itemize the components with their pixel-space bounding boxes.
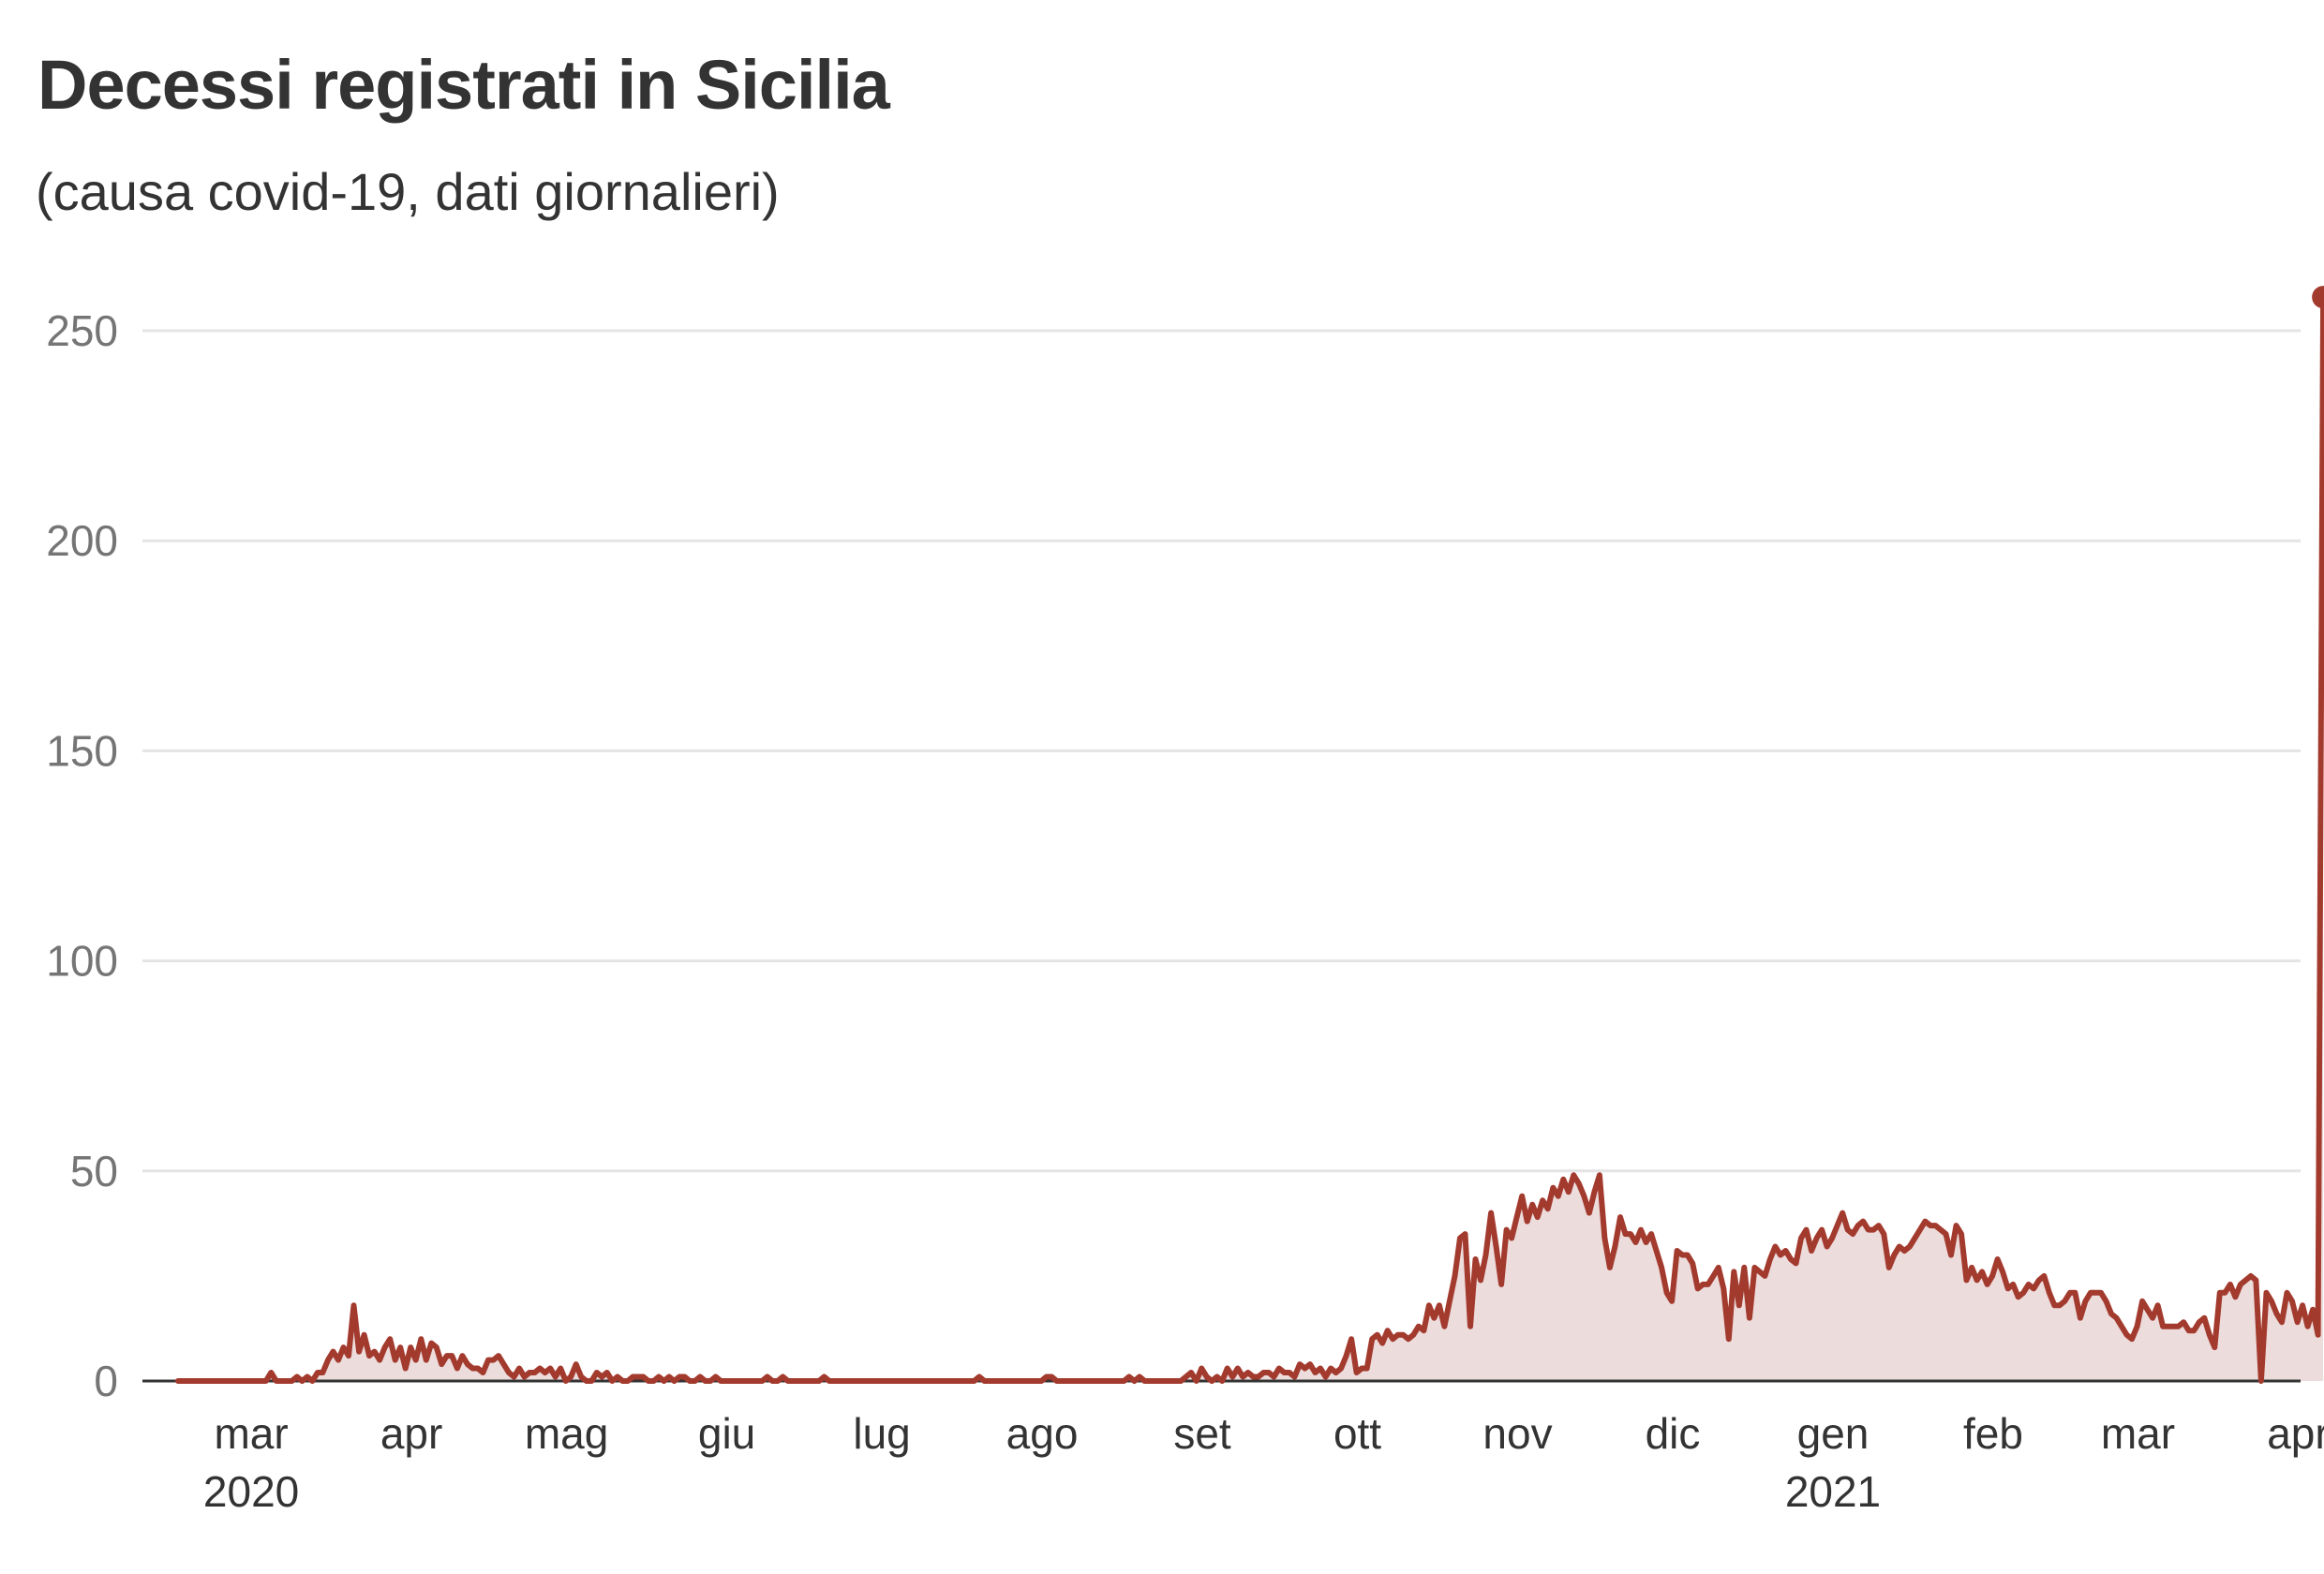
x-axis-ticks: mar 2020 apr mag giu lug ago set ott nov dic gen 202… [203, 1409, 2324, 1516]
x-tick-month: giu [698, 1409, 755, 1458]
x-tick-month: ago [1006, 1409, 1079, 1458]
x-tick-month: feb [1963, 1409, 2023, 1458]
x-tick-month: apr [2267, 1409, 2324, 1458]
x-tick-month: apr [380, 1409, 442, 1458]
y-tick-label: 50 [70, 1147, 118, 1195]
y-tick-label: 100 [46, 937, 118, 986]
series-decessi [142, 286, 2324, 1384]
x-tick-month: mag [525, 1409, 608, 1458]
y-tick-label: 0 [94, 1357, 118, 1405]
x-tick-month: mar [2101, 1409, 2175, 1458]
x-tick-month: lug [853, 1409, 910, 1458]
series-last-point [2312, 286, 2324, 309]
x-tick-month: set [1173, 1409, 1231, 1458]
series-area [178, 297, 2324, 1382]
x-tick-month: gen [1797, 1409, 1870, 1458]
x-tick-year: 2021 [1785, 1467, 1881, 1516]
chart-title: Decessi registrati in Sicilia [37, 46, 890, 124]
y-axis-ticks: 0 50 100 150 200 250 [46, 306, 118, 1405]
chart-subtitle: (causa covid-19, dati giornalieri) [36, 162, 780, 221]
x-tick-month: dic [1646, 1409, 1701, 1458]
grid-lines [142, 329, 2301, 1173]
x-tick-year: 2020 [203, 1467, 299, 1516]
x-tick-month: nov [1482, 1409, 1552, 1458]
y-tick-label: 250 [46, 306, 118, 355]
y-tick-label: 200 [46, 516, 118, 565]
x-tick-month: mar [214, 1409, 288, 1458]
series-line [175, 294, 2324, 1384]
y-tick-label: 150 [46, 726, 118, 775]
x-tick-month: ott [1333, 1409, 1381, 1458]
